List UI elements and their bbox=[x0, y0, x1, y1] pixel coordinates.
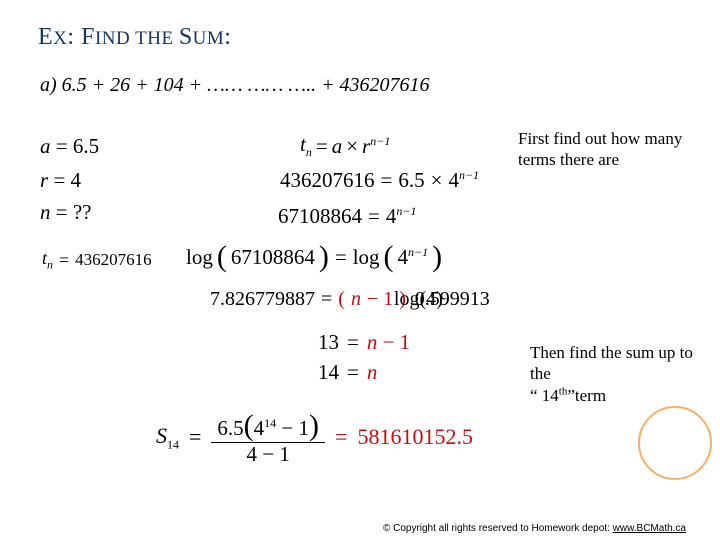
fB-num: 6.5(414 − 1) bbox=[211, 410, 325, 442]
f5-tail: 0.599913 bbox=[415, 288, 490, 310]
fB-den: 4 − 1 bbox=[241, 443, 296, 465]
f4-eq: = bbox=[335, 245, 347, 270]
note-find-sum: Then find the sum up to the “ 14th”term bbox=[530, 342, 700, 406]
def-tn-t: tn bbox=[42, 248, 53, 273]
fB-num-a: 6.5 bbox=[217, 416, 243, 440]
copyright-line: © Copyright all rights reserved to Homew… bbox=[0, 523, 720, 534]
copyright-link[interactable]: www.BCMath.ca bbox=[613, 523, 686, 534]
def-a-lhs: a bbox=[40, 134, 51, 158]
ring-decoration bbox=[638, 406, 712, 480]
title-find-F: F bbox=[81, 24, 95, 50]
f1-exp-minus: −1 bbox=[376, 134, 390, 148]
f2-times: × bbox=[431, 168, 443, 193]
fB-eq: = bbox=[189, 424, 201, 450]
f6-lhs: 13 bbox=[318, 330, 339, 355]
f5-eq: = bbox=[321, 288, 332, 311]
f3-eq: = bbox=[368, 204, 380, 229]
formula-tn-general: tn = a × rn−1 bbox=[300, 132, 390, 160]
f6-minus: − 1 bbox=[377, 330, 410, 354]
def-a-val: 6.5 bbox=[73, 134, 99, 158]
fB-minus: − 1 bbox=[276, 416, 309, 440]
formula-step3: 67108864 = 4n−1 bbox=[278, 204, 416, 229]
f6-eq: = bbox=[347, 330, 359, 355]
def-tn-val: 436207616 bbox=[75, 250, 152, 270]
f3-lhs: 67108864 bbox=[278, 204, 362, 229]
series-expression: a) 6.5 + 26 + 104 + …… …… ….. + 43620761… bbox=[40, 74, 430, 97]
formula-step2: 436207616 = 6.5 × 4n−1 bbox=[280, 168, 479, 193]
fB-exp: 14 bbox=[264, 416, 276, 430]
def-r-val: 4 bbox=[71, 168, 82, 192]
fB-S: S bbox=[156, 423, 167, 448]
def-n-val: ?? bbox=[73, 200, 92, 224]
title-the: THE bbox=[130, 28, 179, 49]
f1-r: r bbox=[362, 134, 370, 158]
f5-overlap: log(4)0.599913 bbox=[394, 288, 490, 311]
title-colon2: : bbox=[224, 24, 231, 50]
f2-m1: 6.5 bbox=[398, 168, 424, 193]
fB-eq2: = bbox=[335, 424, 347, 450]
f3-base: 4 bbox=[386, 204, 397, 228]
f4-log-l: log bbox=[186, 245, 213, 270]
f4-arg1: 67108864 bbox=[231, 245, 315, 270]
def-tn-eq: = bbox=[59, 250, 69, 271]
formula-step5: 7.826779887 = ( n − 1 ) log(4)0.599913 bbox=[210, 288, 508, 311]
copyright-text: © Copyright all rights reserved to Homew… bbox=[383, 523, 613, 534]
f2-base: 4 bbox=[448, 168, 459, 192]
title-sum-S: S bbox=[179, 24, 193, 50]
f1-eq: = bbox=[316, 134, 328, 159]
f5-minus: − 1 bbox=[367, 288, 393, 311]
note2-qc: ” bbox=[567, 386, 575, 405]
note2-pre: Then find the sum up to the bbox=[530, 343, 693, 383]
def-tn-sub: n bbox=[47, 258, 53, 272]
fB-fraction: 6.5(414 − 1) 4 − 1 bbox=[211, 410, 325, 465]
note2-suffix: term bbox=[575, 386, 606, 405]
formula-step7: 14 = n bbox=[318, 360, 377, 385]
title-sum-rest: UM bbox=[193, 28, 225, 49]
title-ex-E: E bbox=[38, 24, 53, 50]
f5-n: n bbox=[351, 288, 361, 311]
fB-sub: 14 bbox=[167, 437, 179, 451]
f4-base: 4 bbox=[398, 245, 409, 269]
def-tn: tn = 436207616 bbox=[42, 248, 152, 273]
f7-lhs: 14 bbox=[318, 360, 339, 385]
f2-lhs: 436207616 bbox=[280, 168, 375, 193]
f2-eq: = bbox=[381, 168, 393, 193]
f1-a: a bbox=[332, 134, 343, 159]
note2-num: “ 14 bbox=[530, 386, 559, 405]
def-a-eq: = bbox=[51, 134, 73, 158]
f6-n: n bbox=[367, 330, 378, 354]
def-n: n = ?? bbox=[40, 200, 92, 225]
def-r: r = 4 bbox=[40, 168, 81, 193]
note-find-terms: First find out how many terms there are bbox=[518, 128, 688, 171]
f1-times: × bbox=[346, 134, 358, 159]
f4-log-r: log bbox=[353, 245, 380, 270]
fB-result: 581610152.5 bbox=[357, 424, 473, 450]
def-n-eq: = bbox=[51, 200, 73, 224]
title-find-rest: IND bbox=[95, 28, 130, 49]
f1-sub: n bbox=[306, 145, 312, 159]
fB-base: 4 bbox=[254, 416, 265, 440]
def-a: a = 6.5 bbox=[40, 134, 99, 159]
def-r-lhs: r bbox=[40, 168, 48, 192]
f7-eq: = bbox=[347, 360, 359, 385]
title-colon1: : bbox=[67, 24, 81, 50]
f5-open: ( bbox=[338, 288, 345, 311]
formula-step4-log: log ( 67108864 ) = log ( 4n−1 ) bbox=[186, 240, 442, 274]
def-r-eq: = bbox=[48, 168, 70, 192]
f7-n: n bbox=[367, 360, 378, 385]
f5-lhs: 7.826779887 bbox=[210, 288, 315, 311]
fB-close: ) bbox=[309, 409, 319, 442]
slide-title: EX: FIND THE SUM: bbox=[38, 24, 231, 51]
title-ex-rest: X bbox=[53, 28, 67, 49]
def-n-lhs: n bbox=[40, 200, 51, 224]
fB-open: ( bbox=[244, 409, 254, 442]
formula-step6: 13 = n − 1 bbox=[318, 330, 410, 355]
formula-sum-S14: S14 = 6.5(414 − 1) 4 − 1 = 581610152.5 bbox=[156, 410, 473, 465]
